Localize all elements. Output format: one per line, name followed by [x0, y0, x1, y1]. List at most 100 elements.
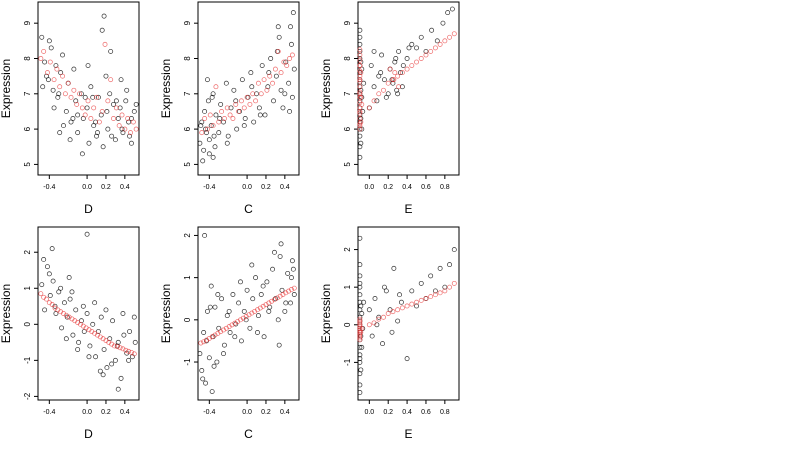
fitted-point [387, 66, 393, 72]
y-tick-label: 6 [23, 126, 32, 131]
fitted-point [357, 63, 363, 69]
observed-point [272, 249, 277, 255]
fitted-point [357, 47, 363, 53]
fitted-point [357, 91, 363, 97]
observed-point [440, 20, 446, 26]
fitted-point [357, 110, 363, 116]
observed-point [249, 84, 255, 90]
y-tick-label: 5 [343, 162, 352, 167]
x-tick-label: 0.8 [440, 409, 450, 416]
x-tick-label: 0.8 [440, 184, 450, 191]
fitted-point [116, 123, 122, 129]
fitted-point [113, 105, 119, 111]
observed-point [358, 140, 364, 146]
fitted-point [281, 59, 287, 65]
observed-point [127, 133, 133, 139]
x-tick-label: 0.4 [120, 409, 130, 416]
observed-point [197, 140, 203, 146]
observed-point [115, 116, 121, 121]
observed-point [357, 262, 363, 268]
observed-point [86, 354, 92, 360]
fitted-point [409, 301, 415, 307]
observed-point [238, 279, 243, 285]
observed-point [39, 34, 45, 40]
observed-point [244, 287, 250, 293]
observed-point [250, 296, 256, 302]
fitted-point [357, 335, 363, 341]
fitted-point [122, 126, 128, 132]
fitted-point [261, 77, 267, 83]
observed-point [109, 361, 115, 367]
observed-point [79, 151, 85, 157]
y-tick-label: 7 [183, 91, 192, 96]
fitted-point [437, 41, 443, 47]
fitted-point [359, 326, 365, 331]
y-axis-label: Expression [159, 284, 173, 343]
observed-point [88, 84, 94, 90]
observed-point [201, 147, 207, 153]
observed-point [97, 368, 103, 374]
observed-point [404, 56, 410, 61]
observed-point [75, 347, 81, 352]
observed-point [206, 137, 212, 143]
observed-point [276, 342, 282, 348]
fitted-point [357, 78, 363, 84]
observed-point [359, 311, 365, 316]
observed-points [197, 10, 297, 164]
y-tick-label: 9 [343, 20, 352, 25]
observed-point [108, 48, 114, 54]
observed-point [357, 344, 363, 350]
x-tick-label: 0.0 [242, 184, 252, 191]
observed-point [57, 130, 63, 136]
observed-point [376, 314, 382, 320]
fitted-point [357, 337, 363, 343]
observed-point [357, 273, 363, 279]
observed-point [113, 98, 119, 104]
observed-point [239, 77, 245, 83]
observed-point [59, 325, 65, 331]
observed-point [221, 351, 226, 357]
observed-point [50, 278, 56, 284]
observed-point [67, 296, 73, 302]
observed-point [66, 275, 72, 280]
x-tick-label: -0.4 [203, 184, 215, 191]
fitted-point [126, 348, 132, 354]
observed-point [287, 108, 293, 114]
fitted-point [227, 112, 233, 118]
plot-frame [197, 1, 300, 176]
fitted-point [99, 108, 105, 114]
observed-point [380, 341, 385, 347]
observed-point [199, 368, 205, 373]
observed-point [70, 332, 76, 338]
fitted-point [357, 116, 363, 121]
fitted-point [255, 80, 261, 86]
observed-point [255, 313, 261, 319]
observed-point [374, 98, 380, 104]
fitted-point [409, 63, 415, 69]
observed-point [126, 357, 132, 363]
fitted-point [357, 52, 363, 58]
observed-point [357, 56, 363, 61]
observed-point [46, 271, 52, 277]
observed-point [258, 292, 264, 297]
fitted-point [47, 59, 53, 65]
observed-point [392, 59, 398, 65]
fitted-point [49, 302, 55, 307]
fitted-point [91, 105, 97, 111]
observed-point [95, 94, 101, 100]
fitted-point [399, 70, 405, 76]
observed-point [107, 336, 113, 342]
fitted-point [230, 116, 236, 121]
observed-point [205, 98, 211, 104]
observed-point [132, 339, 138, 345]
observed-point [110, 318, 116, 324]
x-tick-label: 0.2 [383, 184, 393, 191]
observed-point [286, 80, 292, 86]
y-tick-label: 0 [183, 317, 192, 322]
observed-point [200, 376, 206, 382]
observed-point [358, 367, 364, 373]
fitted-point [366, 105, 372, 111]
observed-point [118, 375, 124, 381]
observed-point [200, 158, 206, 164]
fitted-point [125, 116, 131, 121]
